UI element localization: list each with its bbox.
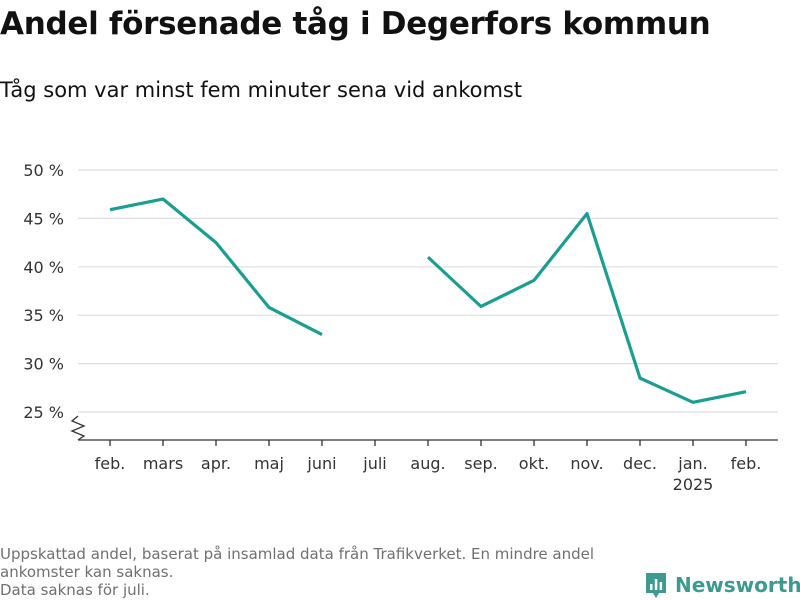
series-line-segment — [109, 197, 323, 336]
newsworthy-logo-icon — [646, 573, 666, 598]
y-axis-ticks: 25 % 30 % 35 % 40 % 45 % 50 % — [23, 161, 64, 422]
axis-break-icon — [70, 415, 86, 441]
x-axis: feb. mars apr. maj juni juli aug. sep. okt. nov. d… — [70, 415, 778, 494]
x-tick-label: juni — [306, 454, 336, 473]
x-tick-label: dec. — [623, 454, 657, 473]
brand-logo: Newsworthy — [644, 571, 800, 599]
footnote-line-2: ankomster kan saknas. — [0, 563, 174, 581]
y-tick-label: 40 % — [23, 258, 64, 277]
chart-title: Andel försenade tåg i Degerfors kommun — [0, 6, 711, 42]
x-tick-label: mars — [143, 454, 183, 473]
footnote-line-1: Uppskattad andel, baserat på insamlad da… — [0, 545, 595, 563]
x-tick-label: maj — [254, 454, 284, 473]
x-tick-label: sep. — [464, 454, 497, 473]
x-tick-label: nov. — [570, 454, 603, 473]
y-tick-label: 35 % — [23, 306, 64, 325]
x-tick-label: okt. — [519, 454, 549, 473]
x-tick-label: aug. — [410, 454, 445, 473]
x-tick-label: apr. — [201, 454, 231, 473]
series-lines — [109, 197, 747, 404]
y-tick-label: 30 % — [23, 355, 64, 374]
x-year-label: 2025 — [673, 475, 714, 494]
line-chart: 25 % 30 % 35 % 40 % 45 % 50 % feb. mars apr. maj… — [23, 161, 778, 494]
brand-name: Newsworthy — [675, 573, 800, 597]
y-tick-label: 25 % — [23, 403, 64, 422]
chart-subtitle: Tåg som var minst fem minuter sena vid a… — [0, 78, 523, 102]
footnote: Uppskattad andel, baserat på insamlad da… — [0, 545, 640, 599]
x-tick-label: jan. — [677, 454, 707, 473]
y-tick-label: 45 % — [23, 209, 64, 228]
x-tick-label: juli — [362, 454, 386, 473]
footnote-line-3: Data saknas för juli. — [0, 581, 150, 599]
gridlines — [78, 169, 778, 413]
x-tick-label: feb. — [731, 454, 762, 473]
x-tick-label: feb. — [95, 454, 126, 473]
y-tick-label: 50 % — [23, 161, 64, 180]
series-line-segment — [426, 211, 747, 404]
